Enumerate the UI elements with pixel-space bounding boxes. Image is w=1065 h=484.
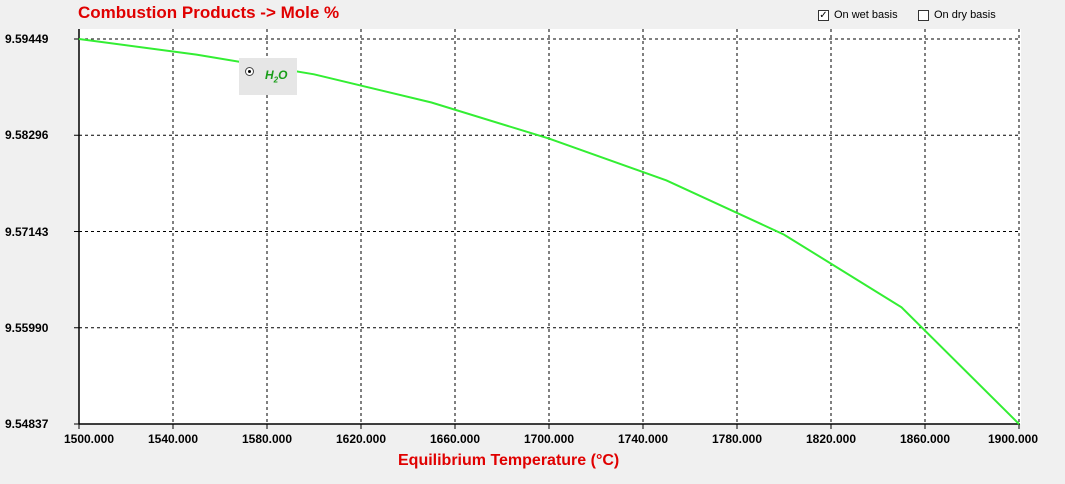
wet-basis-checkbox[interactable]: ✓ On wet basis xyxy=(818,9,898,21)
y-tick-label: 9.58296 xyxy=(5,128,49,143)
wet-basis-check-icon[interactable]: ✓ xyxy=(818,9,829,21)
y-tick-label: 9.55990 xyxy=(5,320,49,335)
dry-basis-checkbox[interactable]: On dry basis xyxy=(918,9,996,21)
series-legend[interactable]: H2O xyxy=(239,58,297,95)
data-point xyxy=(78,38,80,40)
data-point xyxy=(1018,423,1020,425)
data-point xyxy=(196,54,197,56)
data-point xyxy=(431,102,432,104)
dry-basis-check-icon[interactable] xyxy=(918,9,929,21)
x-tick-label: 1660.000 xyxy=(429,432,481,446)
x-tick-label: 1820.000 xyxy=(805,432,857,446)
data-point xyxy=(783,234,785,236)
data-point xyxy=(901,306,902,308)
y-tick-label: 9.54837 xyxy=(5,417,49,431)
legend-label: H2O xyxy=(265,68,288,85)
x-tick-label: 1540.000 xyxy=(147,432,199,446)
dry-basis-label: On dry basis xyxy=(934,9,996,21)
x-tick-label: 1740.000 xyxy=(617,432,669,446)
x-tick-label: 1780.000 xyxy=(711,432,763,446)
y-tick-label: 9.59449 xyxy=(5,32,49,46)
data-point xyxy=(666,179,667,181)
wet-basis-label: On wet basis xyxy=(834,9,898,21)
data-point xyxy=(313,73,315,75)
chart-title: Combustion Products -> Mole % xyxy=(78,3,340,22)
x-tick-label: 1580.000 xyxy=(241,432,293,446)
x-tick-label: 1860.000 xyxy=(899,432,951,446)
x-tick-label: 1500.000 xyxy=(63,432,115,446)
x-tick-label: 1700.000 xyxy=(523,432,575,446)
x-tick-label: 1900.000 xyxy=(987,432,1039,446)
plot-area xyxy=(79,29,1021,424)
y-tick-label: 9.57143 xyxy=(5,224,49,239)
series-radio-icon[interactable] xyxy=(245,67,254,76)
x-axis-label: Equilibrium Temperature (°C) xyxy=(398,452,620,469)
data-point xyxy=(548,138,550,140)
x-tick-label: 1620.000 xyxy=(335,432,387,446)
